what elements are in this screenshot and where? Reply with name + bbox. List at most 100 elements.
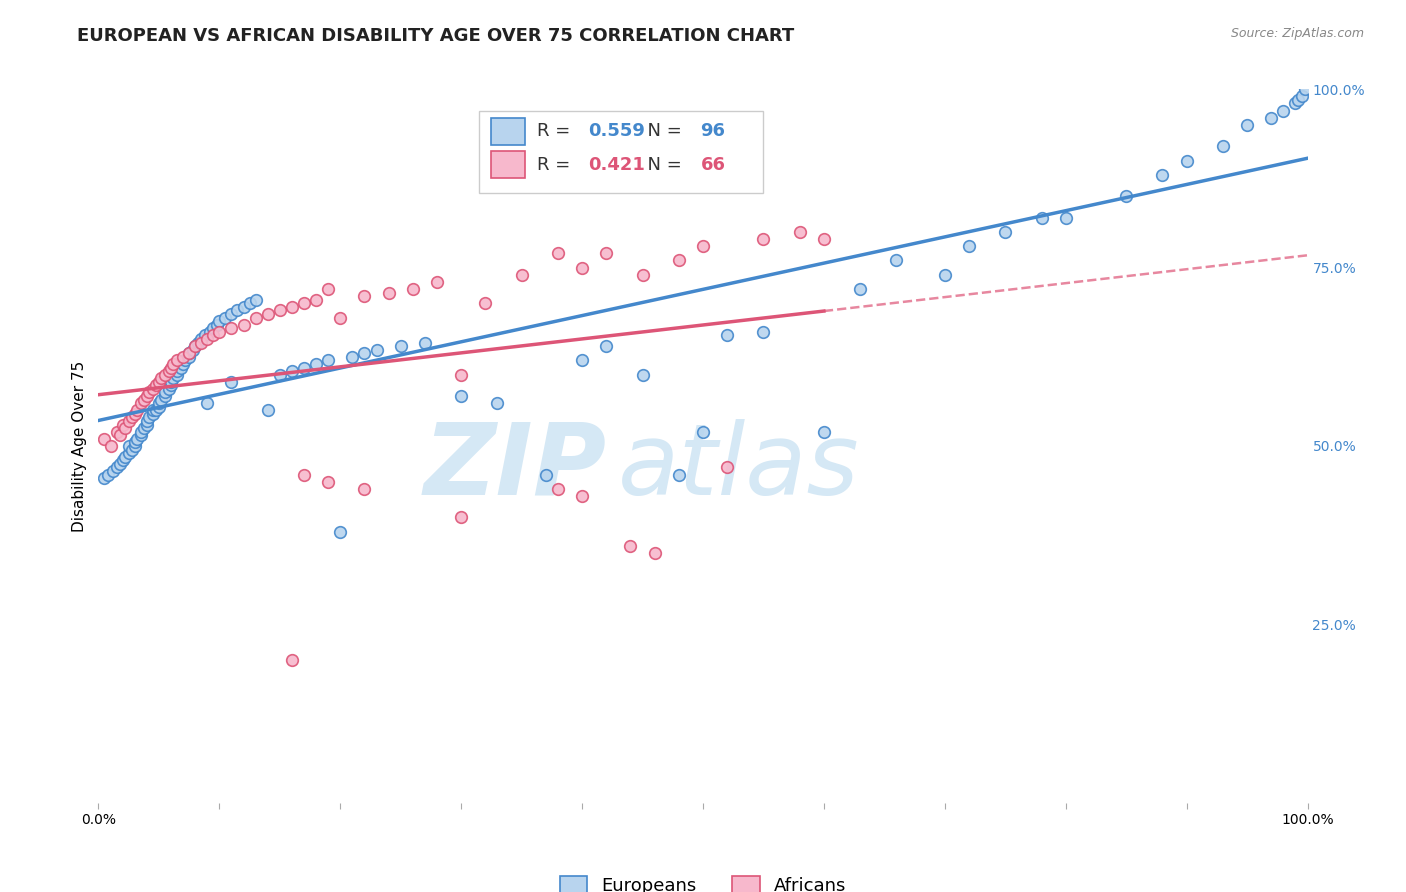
Point [281, 653, 304, 667]
Point [134, 392, 156, 407]
Point [329, 524, 352, 539]
Point [426, 275, 449, 289]
Point [245, 293, 267, 307]
Point [157, 364, 180, 378]
Point [118, 446, 141, 460]
Point [148, 375, 170, 389]
Point [169, 360, 191, 375]
Text: atlas: atlas [619, 419, 860, 516]
Point [413, 335, 436, 350]
Point [571, 260, 593, 275]
Point [1236, 118, 1258, 132]
Point [208, 314, 231, 328]
Point [934, 268, 956, 282]
Point [179, 350, 201, 364]
Point [402, 282, 425, 296]
Point [595, 246, 617, 260]
Point [135, 414, 157, 428]
Point [221, 375, 243, 389]
Point [534, 467, 557, 482]
Point [377, 285, 399, 300]
Point [644, 546, 666, 560]
Point [93, 432, 115, 446]
Point [166, 364, 188, 378]
Point [631, 368, 654, 382]
Point [214, 310, 236, 325]
Y-axis label: Disability Age Over 75: Disability Age Over 75 [72, 360, 87, 532]
Point [1152, 168, 1174, 182]
Point [129, 425, 152, 439]
Point [127, 403, 149, 417]
Point [138, 410, 160, 425]
Point [692, 425, 714, 439]
Point [281, 364, 304, 378]
Point [129, 396, 152, 410]
Text: R =: R = [537, 122, 576, 140]
Point [239, 296, 262, 310]
Point [595, 339, 617, 353]
Point [138, 385, 160, 400]
FancyBboxPatch shape [492, 118, 526, 145]
Point [1212, 139, 1234, 153]
Point [232, 300, 254, 314]
Point [142, 407, 165, 421]
Point [1031, 211, 1053, 225]
Point [256, 307, 278, 321]
Point [134, 421, 156, 435]
Text: Source: ZipAtlas.com: Source: ZipAtlas.com [1230, 27, 1364, 40]
Point [1272, 103, 1295, 118]
Point [162, 357, 184, 371]
Point [108, 457, 131, 471]
Point [221, 321, 243, 335]
Point [292, 296, 315, 310]
Text: R =: R = [537, 156, 576, 174]
Point [1291, 89, 1313, 103]
Point [226, 303, 249, 318]
Point [205, 318, 228, 332]
Point [305, 293, 328, 307]
Point [145, 378, 167, 392]
FancyBboxPatch shape [479, 111, 763, 193]
Text: N =: N = [637, 156, 688, 174]
Text: 0.421: 0.421 [588, 156, 645, 174]
Point [100, 439, 122, 453]
Point [1115, 189, 1137, 203]
Point [184, 339, 207, 353]
Text: 96: 96 [700, 122, 725, 140]
Point [329, 310, 352, 325]
Point [105, 460, 128, 475]
Point [994, 225, 1017, 239]
Text: ZIP: ZIP [423, 419, 606, 516]
Point [450, 368, 472, 382]
Point [305, 357, 328, 371]
Point [160, 375, 183, 389]
Point [1175, 153, 1198, 168]
Text: 0.559: 0.559 [588, 122, 645, 140]
Point [194, 328, 217, 343]
FancyBboxPatch shape [492, 152, 526, 178]
Point [202, 321, 225, 335]
Point [202, 328, 225, 343]
Point [316, 475, 339, 489]
Point [111, 417, 134, 432]
Point [269, 368, 291, 382]
Point [184, 339, 207, 353]
Point [316, 353, 339, 368]
Point [135, 389, 157, 403]
Point [179, 346, 201, 360]
Point [450, 389, 472, 403]
Point [1286, 93, 1309, 107]
Point [571, 353, 593, 368]
Point [789, 225, 811, 239]
Point [181, 343, 204, 357]
Point [129, 428, 152, 442]
Point [232, 318, 254, 332]
Point [118, 439, 141, 453]
Point [121, 410, 143, 425]
Point [668, 253, 690, 268]
Point [153, 389, 176, 403]
Point [142, 382, 165, 396]
Point [1284, 96, 1306, 111]
Text: EUROPEAN VS AFRICAN DISABILITY AGE OVER 75 CORRELATION CHART: EUROPEAN VS AFRICAN DISABILITY AGE OVER … [77, 27, 794, 45]
Point [179, 346, 201, 360]
